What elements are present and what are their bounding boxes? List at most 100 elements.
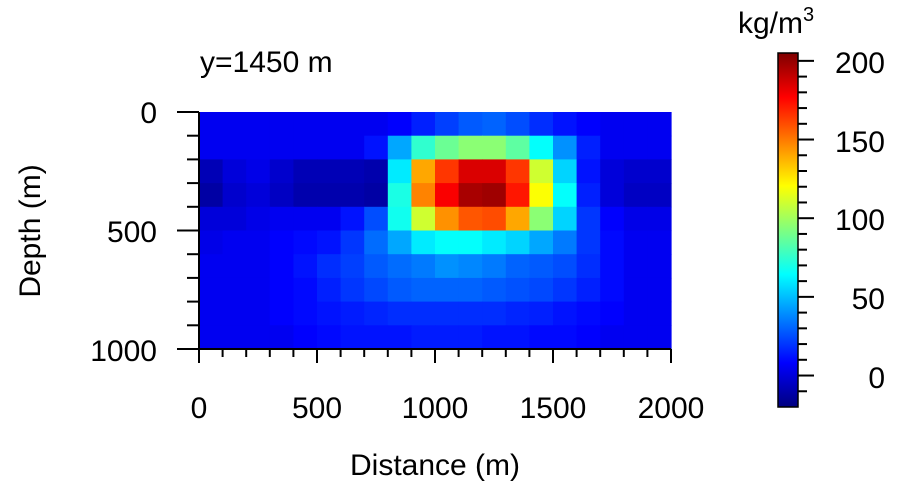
heatmap-cell (505, 183, 530, 208)
heatmap-cell (458, 206, 483, 232)
heatmap-cell (482, 159, 507, 184)
colorbar-unit: kg/m3 (738, 4, 814, 40)
heatmap-cell (317, 183, 342, 208)
heatmap-cell (623, 230, 648, 255)
heatmap-cell (387, 159, 412, 184)
heatmap-cell (600, 112, 625, 137)
heatmap-cell (269, 159, 294, 184)
heatmap-cell (529, 230, 554, 255)
heatmap-cell (553, 183, 578, 208)
heatmap-cell (553, 277, 578, 303)
heatmap-cell (505, 277, 530, 303)
heatmap-cell (364, 135, 389, 160)
heatmap-cell (364, 112, 389, 137)
heatmap-cell (340, 183, 365, 208)
heatmap-cell (246, 230, 271, 255)
heatmap-cell (340, 112, 365, 137)
heatmap-cell (482, 325, 507, 350)
heatmap-cell (293, 112, 318, 137)
heatmap-cell (505, 135, 530, 160)
heatmap-cell (435, 277, 460, 303)
heatmap-cell (364, 301, 389, 326)
heatmap-cell (222, 230, 247, 255)
heatmap-cell (529, 301, 554, 326)
heatmap-cell (435, 206, 460, 232)
heatmap-cell (435, 254, 460, 279)
heatmap-cell (269, 135, 294, 160)
heatmap-cell (529, 277, 554, 303)
heatmap-cell (600, 230, 625, 255)
heatmap-cell (600, 206, 625, 232)
heatmap-cell (199, 112, 224, 137)
heatmap-cell (222, 325, 247, 350)
heatmap-cell (435, 230, 460, 255)
heatmap-cell (269, 112, 294, 137)
heatmap-cell (411, 159, 436, 184)
y-ticks (177, 111, 199, 350)
heatmap-cell (482, 230, 507, 255)
heatmap-cell (647, 135, 672, 160)
heatmap-cell (222, 159, 247, 184)
heatmap-cell (340, 206, 365, 232)
heatmap-cell (387, 206, 412, 232)
heatmap-cell (600, 254, 625, 279)
heatmap-cells (199, 112, 672, 350)
heatmap-cell (529, 325, 554, 350)
heatmap-cell (364, 183, 389, 208)
heatmap-cell (435, 112, 460, 137)
heatmap-cell (553, 159, 578, 184)
heatmap-cell (199, 230, 224, 255)
heatmap-cell (458, 135, 483, 160)
heatmap-cell (600, 183, 625, 208)
heatmap-cell (246, 301, 271, 326)
heatmap-cell (576, 206, 601, 232)
heatmap-cell (435, 325, 460, 350)
heatmap-cell (482, 112, 507, 137)
heatmap-cell (576, 183, 601, 208)
heatmap-cell (364, 230, 389, 255)
heatmap-cell (340, 325, 365, 350)
colorbar: kg/m3 200 150 100 50 0 (738, 4, 885, 408)
heatmap-cell (482, 277, 507, 303)
heatmap-cell (505, 254, 530, 279)
heatmap-cell (293, 135, 318, 160)
heatmap-cell (576, 301, 601, 326)
heatmap-cell (411, 112, 436, 137)
heatmap-cell (411, 277, 436, 303)
heatmap-cell (317, 301, 342, 326)
heatmap-cell (246, 277, 271, 303)
heatmap-cell (246, 206, 271, 232)
heatmap-cell (340, 135, 365, 160)
y-axis-label: Depth (m) (14, 164, 47, 297)
y-tick-label-500: 500 (107, 216, 157, 249)
heatmap-cell (647, 277, 672, 303)
heatmap-cell (623, 301, 648, 326)
heatmap-cell (623, 206, 648, 232)
heatmap-cell (222, 112, 247, 137)
heatmap-cell (411, 301, 436, 326)
heatmap-cell (246, 135, 271, 160)
heatmap-cell (482, 254, 507, 279)
heatmap-cell (458, 301, 483, 326)
heatmap-cell (364, 159, 389, 184)
heatmap-cell (647, 206, 672, 232)
heatmap-cell (246, 183, 271, 208)
heatmap-cell (482, 301, 507, 326)
heatmap-cell (317, 112, 342, 137)
x-tick-label-500: 500 (292, 392, 342, 425)
heatmap-cell (553, 112, 578, 137)
heatmap-cell (576, 159, 601, 184)
x-ticks (198, 349, 672, 363)
heatmap-cell (553, 325, 578, 350)
heatmap-cell (364, 206, 389, 232)
heatmap-cell (600, 159, 625, 184)
heatmap-cell (529, 254, 554, 279)
heatmap-cell (199, 206, 224, 232)
heatmap-cell (387, 230, 412, 255)
heatmap-cell (553, 135, 578, 160)
heatmap-cell (293, 325, 318, 350)
y-tick-label-1000: 1000 (90, 335, 157, 368)
heatmap-cell (435, 135, 460, 160)
heatmap-cell (458, 277, 483, 303)
heatmap-cell (317, 135, 342, 160)
